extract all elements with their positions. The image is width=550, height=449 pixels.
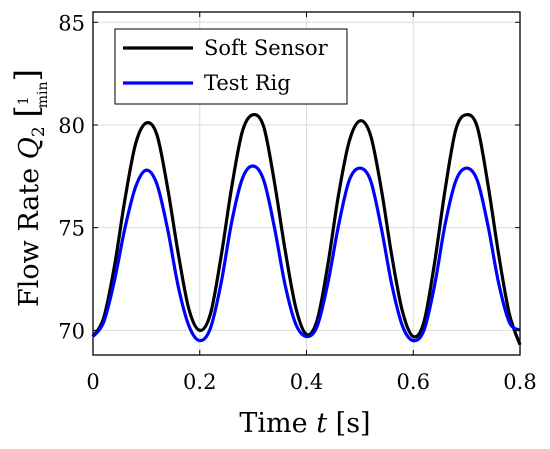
legend-box bbox=[114, 28, 348, 105]
legend-label-test-rig: Test Rig bbox=[204, 71, 291, 95]
x-tick-label: 0.8 bbox=[503, 370, 536, 394]
series-line-soft-sensor bbox=[91, 112, 522, 346]
legend: Soft Sensor Test Rig bbox=[114, 28, 348, 105]
y-tick-label: 75 bbox=[58, 217, 85, 241]
y-tick-label: 85 bbox=[58, 11, 85, 35]
y-tick-label: 70 bbox=[58, 319, 85, 343]
x-axis-title: Time t [s] bbox=[239, 408, 370, 439]
x-tick-label: 0.6 bbox=[397, 370, 430, 394]
y-axis-title: Flow Rate Q2 [1 min] bbox=[8, 69, 51, 307]
series-lines bbox=[91, 112, 522, 346]
y-tick-label: 80 bbox=[58, 114, 85, 138]
x-tick-label: 0.4 bbox=[290, 370, 323, 394]
legend-label-soft-sensor: Soft Sensor bbox=[204, 36, 329, 60]
axis-ticks: 0 0.2 0.4 0.6 0.8 70 75 80 85 bbox=[58, 11, 536, 394]
x-tick-label: 0 bbox=[86, 370, 99, 394]
series-line-test-rig bbox=[91, 164, 521, 343]
x-tick-label: 0.2 bbox=[183, 370, 216, 394]
